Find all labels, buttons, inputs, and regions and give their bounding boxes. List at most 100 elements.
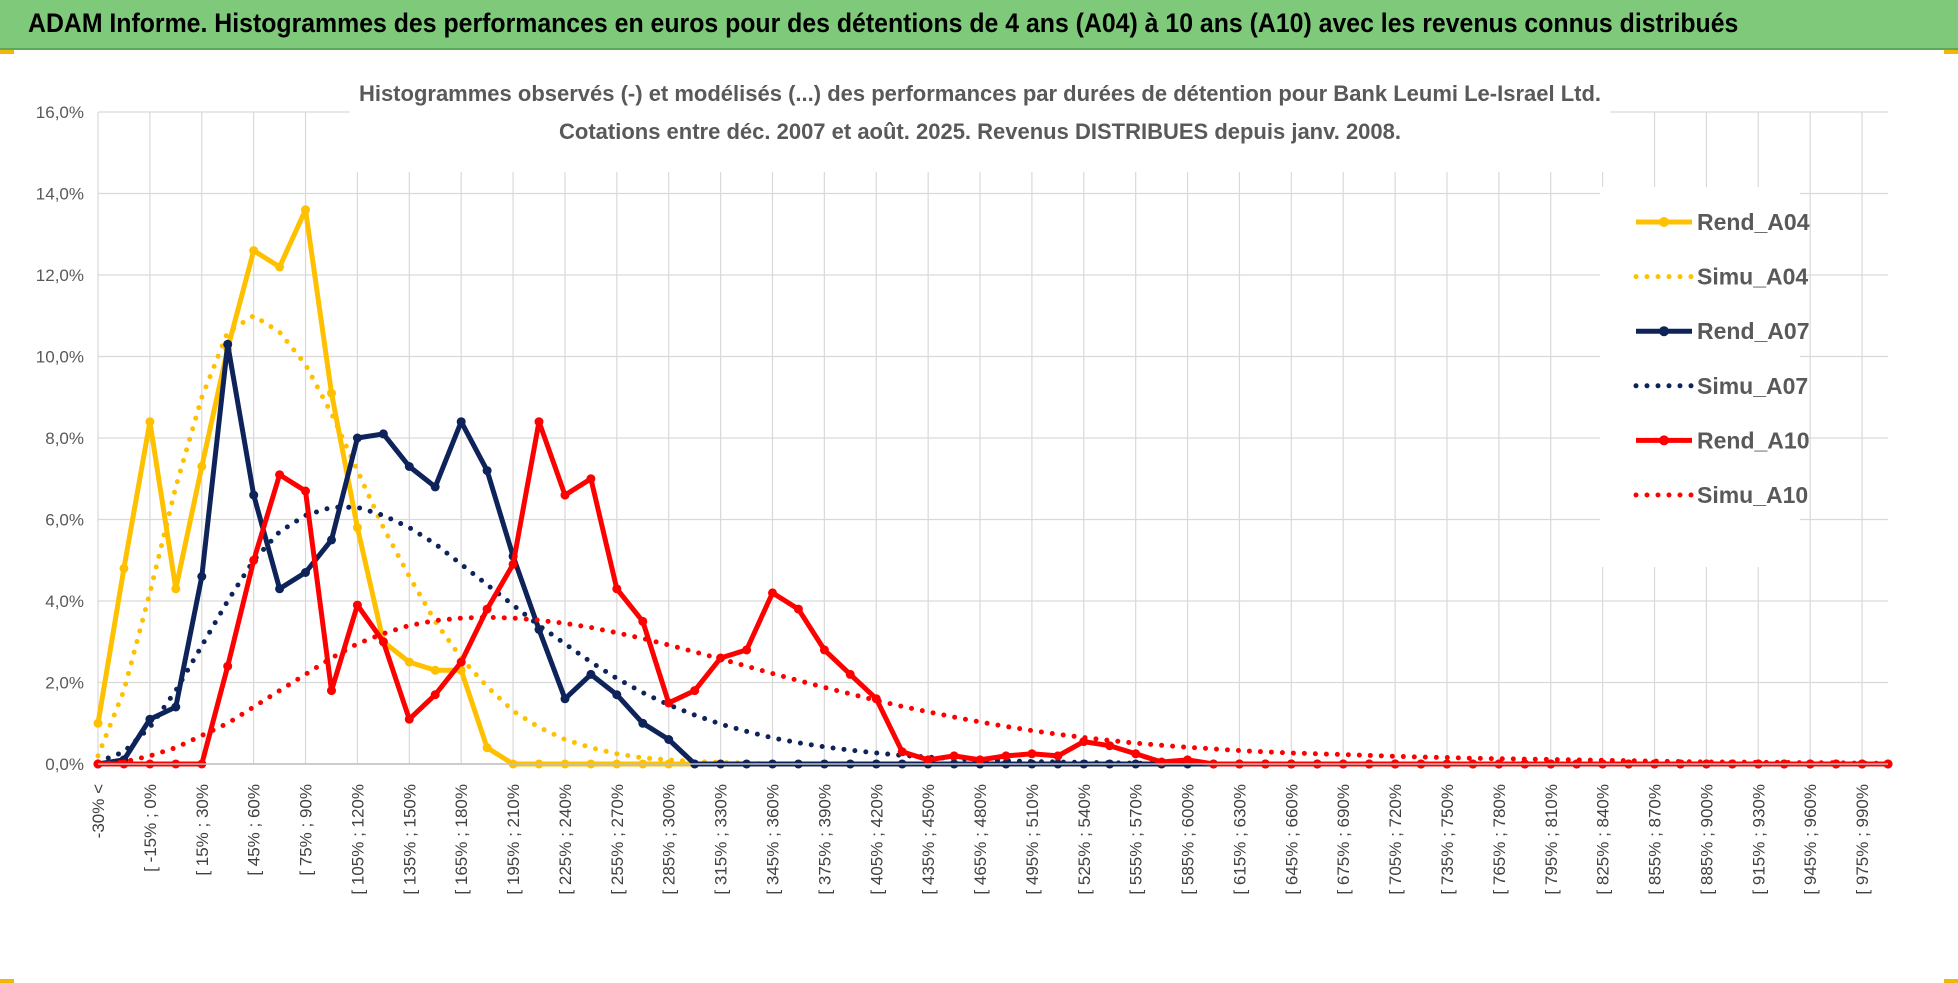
- x-tick-label: [ 435% ; 450%: [919, 784, 938, 895]
- x-tick-label: [ 405% ; 420%: [867, 784, 886, 895]
- data-point-rend-a10: [638, 616, 648, 626]
- data-point-rend-a04: [171, 584, 181, 594]
- legend-item-rend-a07: Rend_A07: [1636, 318, 1809, 344]
- data-point-rend-a10: [1027, 749, 1037, 759]
- data-point-rend-a04: [430, 665, 440, 675]
- data-point-rend-a10: [534, 417, 544, 427]
- x-tick-label: [ 15% ; 30%: [193, 784, 212, 876]
- corner-mark: [1944, 979, 1958, 983]
- x-tick-label: [ 495% ; 510%: [1023, 784, 1042, 895]
- x-tick-label: [ 825% ; 840%: [1594, 784, 1613, 895]
- data-point-rend-a10: [742, 645, 752, 655]
- legend-marker-rend-a04: [1659, 217, 1669, 227]
- data-point-rend-a10: [223, 661, 233, 671]
- x-tick-label: [ 945% ; 960%: [1801, 784, 1820, 895]
- legend-item-rend-a10: Rend_A10: [1636, 427, 1809, 453]
- data-point-rend-a10: [819, 645, 829, 655]
- data-point-rend-a10: [378, 637, 388, 647]
- data-point-rend-a07: [275, 584, 285, 594]
- data-point-rend-a10: [1183, 755, 1193, 765]
- legend-label-simu-a04: Simu_A04: [1697, 264, 1808, 290]
- data-point-rend-a07: [249, 490, 259, 500]
- x-tick-label: [ 255% ; 270%: [608, 784, 627, 895]
- x-tick-label: [ 195% ; 210%: [504, 784, 523, 895]
- x-tick-label: [ 285% ; 300%: [660, 784, 679, 895]
- x-tick-label: [ 795% ; 810%: [1542, 784, 1561, 895]
- corner-mark: [0, 50, 14, 54]
- x-tick-label: [ 465% ; 480%: [971, 784, 990, 895]
- data-point-rend-a10: [430, 690, 440, 700]
- data-point-rend-a07: [327, 535, 336, 545]
- legend-item-simu-a04: Simu_A04: [1633, 264, 1808, 290]
- data-point-rend-a10: [612, 584, 622, 594]
- x-tick-label: [ 165% ; 180%: [452, 784, 471, 895]
- data-point-rend-a10: [249, 555, 259, 565]
- data-point-rend-a07: [586, 669, 596, 679]
- data-point-rend-a04: [145, 417, 155, 427]
- data-point-rend-a07: [664, 735, 674, 744]
- legend-label-simu-a10: Simu_A10: [1697, 482, 1808, 508]
- x-tick-label: [ 525% ; 540%: [1075, 784, 1094, 895]
- histogram-chart: 0,0% 2,0% 4,0% 6,0% 8,0% 10,0% 12,0% 14,0% 16,0%…: [36, 72, 1893, 895]
- x-tick-label: [ 645% ; 660%: [1282, 784, 1301, 895]
- legend-item-rend-a04: Rend_A04: [1636, 209, 1810, 235]
- data-point-rend-a10: [456, 657, 466, 667]
- x-tick-label: [ 915% ; 930%: [1749, 784, 1768, 895]
- y-tick-label: 14,0%: [36, 185, 84, 204]
- legend-marker-rend-a10: [1659, 435, 1669, 446]
- data-point-rend-a10: [923, 755, 933, 765]
- series-simu-a10: [95, 614, 1891, 767]
- data-point-rend-a07: [404, 462, 414, 471]
- series-line-simu-a10: [95, 614, 1891, 767]
- x-tick-label: [ 105% ; 120%: [348, 784, 367, 895]
- x-tick-label: [ 225% ; 240%: [556, 784, 575, 895]
- x-tick-label: [ 345% ; 360%: [763, 784, 782, 895]
- legend-item-simu-a07: Simu_A07: [1633, 373, 1808, 399]
- chart-subtitle: Cotations entre déc. 2007 et août. 2025.…: [559, 119, 1401, 144]
- x-tick-label: [ 735% ; 750%: [1438, 784, 1457, 895]
- data-point-rend-a10: [897, 747, 907, 757]
- x-tick-label: [ 45% ; 60%: [245, 784, 264, 876]
- x-tick-label: [ 555% ; 570%: [1127, 784, 1146, 895]
- y-tick-label: 12,0%: [36, 266, 84, 285]
- data-point-rend-a04: [119, 563, 129, 573]
- data-point-rend-a10: [664, 698, 674, 708]
- data-point-rend-a04: [275, 262, 285, 272]
- data-point-rend-a07: [197, 572, 207, 581]
- x-tick-label: [ 885% ; 900%: [1697, 784, 1716, 895]
- x-tick-label: [ 135% ; 150%: [400, 784, 419, 895]
- data-point-rend-a10: [1105, 741, 1115, 751]
- data-point-rend-a07: [456, 417, 466, 427]
- data-point-rend-a07: [171, 702, 181, 712]
- x-tick-label: [ 765% ; 780%: [1490, 784, 1509, 895]
- data-point-rend-a10: [768, 588, 777, 598]
- data-point-rend-a10: [301, 486, 310, 496]
- corner-mark: [1944, 50, 1958, 54]
- data-point-rend-a10: [1157, 757, 1167, 767]
- data-point-rend-a04: [327, 388, 336, 398]
- x-tick-label: -30% <: [89, 784, 108, 838]
- data-point-rend-a10: [352, 600, 362, 610]
- legend-marker-rend-a07: [1659, 326, 1669, 337]
- title-background: [350, 72, 1610, 172]
- data-point-rend-a07: [638, 718, 648, 728]
- legend-background: [1600, 187, 1800, 567]
- data-point-rend-a07: [223, 339, 233, 349]
- x-tick-label: [ 75% ; 90%: [297, 784, 316, 876]
- corner-mark: [0, 979, 14, 983]
- data-point-rend-a04: [249, 246, 259, 256]
- data-point-rend-a10: [560, 490, 570, 500]
- x-tick-label: [ 375% ; 390%: [815, 784, 834, 895]
- data-point-rend-a04: [352, 523, 362, 533]
- chart-title: Histogrammes observés (-) et modélisés (…: [359, 81, 1601, 106]
- x-tick-label: [ -15% ; 0%: [141, 784, 160, 872]
- y-tick-label: 16,0%: [36, 103, 84, 122]
- data-point-rend-a10: [975, 755, 985, 765]
- header-bar: ADAM Informe. Histogrammes des performan…: [0, 0, 1958, 50]
- data-point-rend-a10: [1053, 751, 1063, 761]
- y-tick-label: 10,0%: [36, 348, 84, 367]
- data-point-rend-a07: [560, 694, 570, 704]
- data-point-rend-a07: [301, 568, 310, 577]
- data-point-rend-a10: [690, 686, 700, 696]
